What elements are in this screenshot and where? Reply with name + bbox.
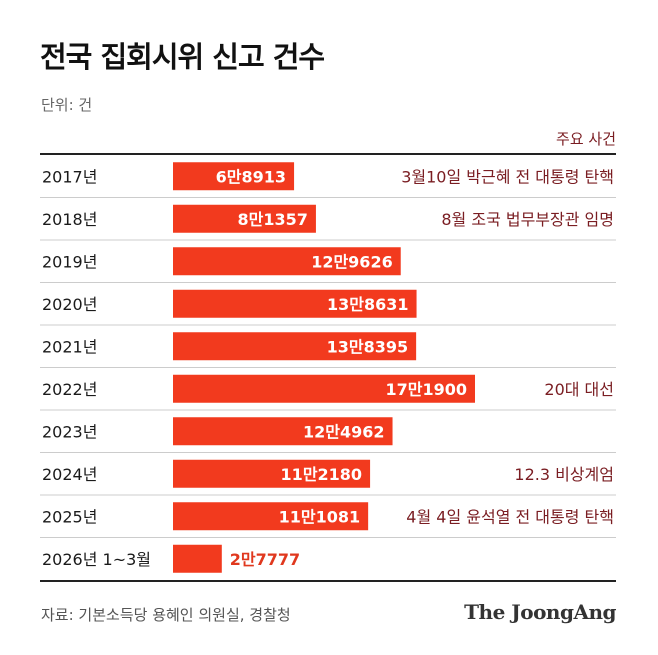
bar	[173, 204, 316, 233]
events-column-header: 주요 사건	[556, 130, 616, 148]
bar	[173, 247, 401, 276]
bar	[173, 544, 222, 573]
category-label: 2019년	[42, 252, 97, 271]
bar	[173, 502, 369, 531]
category-label: 2026년 1~3월	[42, 550, 151, 569]
value-label: 11만1081	[279, 507, 361, 526]
category-label: 2020년	[42, 295, 97, 314]
value-label: 13만8631	[327, 295, 409, 314]
unit-label: 단위: 건	[41, 96, 93, 114]
bottom-rule	[40, 580, 616, 582]
category-label: 2024년	[42, 465, 97, 484]
value-label: 13만8395	[327, 337, 409, 356]
publisher-logo: The JoongAng	[464, 600, 616, 624]
value-label: 12만9626	[311, 252, 393, 271]
top-rule	[40, 153, 616, 155]
event-label: 12.3 비상계엄	[514, 465, 614, 484]
event-label: 4월 4일 윤석열 전 대통령 탄핵	[406, 507, 614, 526]
bar	[173, 459, 371, 488]
event-label: 20대 대선	[544, 380, 614, 399]
category-label: 2018년	[42, 210, 97, 229]
bar	[173, 162, 295, 191]
value-label: 6만8913	[216, 167, 286, 186]
value-label: 12만4962	[303, 422, 385, 441]
event-label: 8월 조국 법무부장관 임명	[441, 210, 614, 229]
category-label: 2017년	[42, 167, 97, 186]
bar	[173, 417, 393, 446]
bar	[173, 332, 417, 361]
value-label: 2만7777	[230, 550, 300, 569]
bar	[173, 289, 417, 318]
source-note: 자료: 기본소득당 용혜인 의원실, 경찰청	[41, 606, 291, 624]
bar	[173, 374, 475, 403]
category-label: 2023년	[42, 422, 97, 441]
category-label: 2025년	[42, 507, 97, 526]
category-label: 2021년	[42, 337, 97, 356]
chart-title: 전국 집회시위 신고 건수	[40, 40, 325, 74]
category-label: 2022년	[42, 380, 97, 399]
value-label: 8만1357	[238, 210, 308, 229]
value-label: 17만1900	[385, 380, 467, 399]
event-label: 3월10일 박근혜 전 대통령 탄핵	[401, 167, 614, 186]
value-label: 11만2180	[281, 465, 363, 484]
